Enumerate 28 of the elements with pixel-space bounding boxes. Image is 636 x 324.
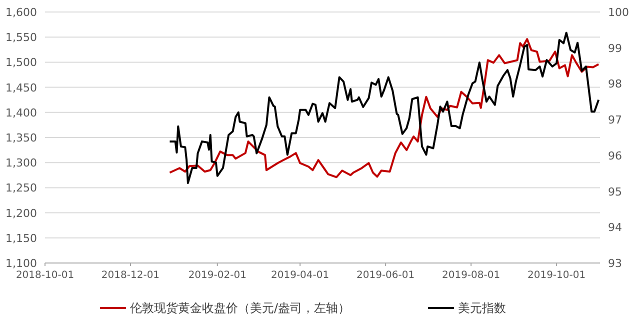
x-tick-label: 2019-04-01 <box>271 270 330 281</box>
y-tick-label: 1,100 <box>6 257 37 270</box>
y2-tick-label: 95 <box>608 185 622 198</box>
y-tick-label: 1,250 <box>6 182 37 195</box>
y-tick-label: 1,350 <box>6 132 37 144</box>
y-tick-label: 1,600 <box>6 6 37 19</box>
x-tick-label: 2019-06-01 <box>356 270 415 281</box>
y2-tick-label: 94 <box>608 221 622 234</box>
y-tick-label: 1,450 <box>6 81 37 94</box>
y-tick-label: 1,400 <box>6 106 37 120</box>
legend-label: 伦敦现货黄金收盘价（美元/盎司，左轴） <box>130 301 350 315</box>
x-tick-label: 2018-12-01 <box>101 270 160 281</box>
x-tick-label: 2019-10-01 <box>527 270 586 281</box>
y-tick-label: 1,500 <box>6 56 37 70</box>
y2-tick-label: 99 <box>608 42 622 55</box>
y2-tick-label: 93 <box>608 257 622 270</box>
x-tick-label: 2019-02-01 <box>188 270 246 281</box>
y-tick-label: 1,550 <box>6 31 37 44</box>
y2-tick-label: 98 <box>608 78 622 91</box>
y-tick-label: 1,150 <box>6 232 37 245</box>
legend-label: 美元指数 <box>458 301 506 315</box>
y-tick-label: 1,200 <box>6 206 37 220</box>
y2-tick-label: 100 <box>608 6 629 19</box>
y2-tick-label: 96 <box>608 149 622 162</box>
x-tick-label: 2019-08-01 <box>442 270 500 281</box>
y2-tick-label: 97 <box>608 114 622 127</box>
y-tick-label: 1,300 <box>6 156 37 170</box>
x-tick-label: 2018-10-01 <box>16 270 74 281</box>
